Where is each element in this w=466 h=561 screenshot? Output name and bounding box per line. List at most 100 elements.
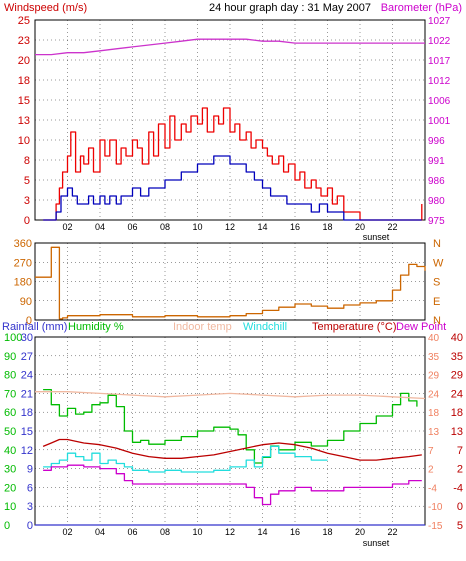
rainfall-tick: 12 xyxy=(21,445,33,457)
x-tick-label: 22 xyxy=(387,222,397,232)
temperature-tick-left: 24 xyxy=(428,389,440,400)
x-tick-label: 06 xyxy=(127,222,137,232)
humidity-tick: 40 xyxy=(4,445,16,457)
windspeed-tick: 25 xyxy=(18,15,30,27)
direction-tick: 360 xyxy=(14,238,32,250)
x-tick-label: 20 xyxy=(355,527,365,537)
temperature-tick-left: 2 xyxy=(428,465,434,476)
dewpoint-label: Dew Point xyxy=(396,321,446,333)
compass-tick: N xyxy=(433,315,441,327)
barometer-axis-label: Barometer (hPa) xyxy=(381,2,462,14)
x-tick-label: 10 xyxy=(192,527,202,537)
temperature-tick-left: -4 xyxy=(428,483,437,494)
x-tick-label: 12 xyxy=(225,222,235,232)
direction-tick: 270 xyxy=(14,257,32,269)
x-tick-label: 16 xyxy=(290,527,300,537)
barometer-tick: 1001 xyxy=(428,116,451,127)
barometer-line xyxy=(35,38,425,56)
windspeed-tick: 23 xyxy=(18,35,30,47)
gust-line xyxy=(43,107,423,221)
windspeed-tick: 15 xyxy=(18,95,30,107)
barometer-tick: 996 xyxy=(428,136,445,147)
rainfall-tick: 24 xyxy=(21,370,33,382)
barometer-tick: 1027 xyxy=(428,16,451,27)
indoor-temp-label: Indoor temp xyxy=(173,321,232,333)
temperature-tick-right: 29 xyxy=(451,370,463,382)
temperature-tick-right: 35 xyxy=(451,351,463,363)
rainfall-tick: 3 xyxy=(27,501,33,513)
x-tick-label: 02 xyxy=(62,527,72,537)
humidity-line xyxy=(43,388,418,464)
humidity-tick: 90 xyxy=(4,351,16,363)
temperature-tick-right: 18 xyxy=(451,407,463,419)
windspeed-axis-label: Windspeed (m/s) xyxy=(4,2,87,14)
barometer-tick: 991 xyxy=(428,156,445,167)
direction-panel-frame xyxy=(34,242,426,321)
direction-tick: 0 xyxy=(26,315,32,327)
x-tick-label: 04 xyxy=(95,222,105,232)
x-tick-label: 20 xyxy=(355,222,365,232)
avg-wind-line xyxy=(43,155,422,221)
x-tick-label: 14 xyxy=(257,222,267,232)
rainfall-tick: 9 xyxy=(27,464,33,476)
temperature-tick-right: 40 xyxy=(451,332,463,344)
indoor-temp-line xyxy=(35,391,426,400)
barometer-tick: 975 xyxy=(428,216,445,227)
x-tick-label: 18 xyxy=(322,222,332,232)
x-tick-label: 10 xyxy=(192,222,202,232)
temperature-label: Temperature (°C) xyxy=(312,321,396,333)
windspeed-tick: 13 xyxy=(18,115,30,127)
compass-tick: S xyxy=(433,277,440,289)
humidity-label: Humidity % xyxy=(68,321,124,333)
temperature-tick-right: 2 xyxy=(457,464,463,476)
graph-title: 24 hour graph day : 31 May 2007 xyxy=(209,2,371,14)
barometer-tick: 1017 xyxy=(428,56,451,67)
windspeed-tick: 20 xyxy=(18,55,30,67)
humidity-tick: 20 xyxy=(4,482,16,494)
humidity-tick: 50 xyxy=(4,426,16,438)
x-tick-label: 06 xyxy=(127,527,137,537)
humidity-tick: 80 xyxy=(4,370,16,382)
barometer-tick: 986 xyxy=(428,176,445,187)
rainfall-label: Rainfall (mm) xyxy=(2,321,67,333)
temperature-tick-right: 24 xyxy=(451,388,463,400)
windspeed-tick: 8 xyxy=(24,155,30,167)
wind-direction-line xyxy=(35,246,426,320)
windspeed-tick: 3 xyxy=(24,195,30,207)
compass-tick: E xyxy=(433,296,440,308)
rainfall-tick: 15 xyxy=(21,426,33,438)
rainfall-tick: 21 xyxy=(21,388,33,400)
x-tick-label: 16 xyxy=(290,222,300,232)
x-tick-label: 14 xyxy=(257,527,267,537)
temperature-line xyxy=(42,438,422,461)
humidity-tick: 100 xyxy=(4,332,22,344)
rainfall-tick: 30 xyxy=(21,332,33,344)
direction-tick: 90 xyxy=(20,296,32,308)
x-tick-label: 04 xyxy=(95,527,105,537)
windspeed-tick: 18 xyxy=(18,75,30,87)
temperature-tick-right: 0 xyxy=(457,501,463,513)
temperature-tick-left: 35 xyxy=(428,352,440,363)
windspeed-tick: 10 xyxy=(18,135,30,147)
rainfall-tick: 18 xyxy=(21,407,33,419)
x-tick-label: 12 xyxy=(225,527,235,537)
temperature-tick-left: 29 xyxy=(428,371,440,382)
humidity-tick: 60 xyxy=(4,407,16,419)
x-tick-label: 08 xyxy=(160,527,170,537)
x-tick-label: 22 xyxy=(387,527,397,537)
rainfall-tick: 0 xyxy=(27,520,33,532)
rainfall-tick: 27 xyxy=(21,351,33,363)
temperature-tick-right: 13 xyxy=(451,426,463,438)
temperature-tick-left: 18 xyxy=(428,408,440,419)
rainfall-tick: 6 xyxy=(27,482,33,494)
temperature-tick-left: -10 xyxy=(428,502,443,513)
x-tick-label: 18 xyxy=(322,527,332,537)
windchill-line xyxy=(43,445,328,473)
temperature-tick-right: -4 xyxy=(453,482,463,494)
barometer-tick: 1006 xyxy=(428,96,451,107)
windspeed-tick: 0 xyxy=(24,215,30,227)
barometer-tick: 980 xyxy=(428,196,445,207)
barometer-tick: 1012 xyxy=(428,76,451,87)
